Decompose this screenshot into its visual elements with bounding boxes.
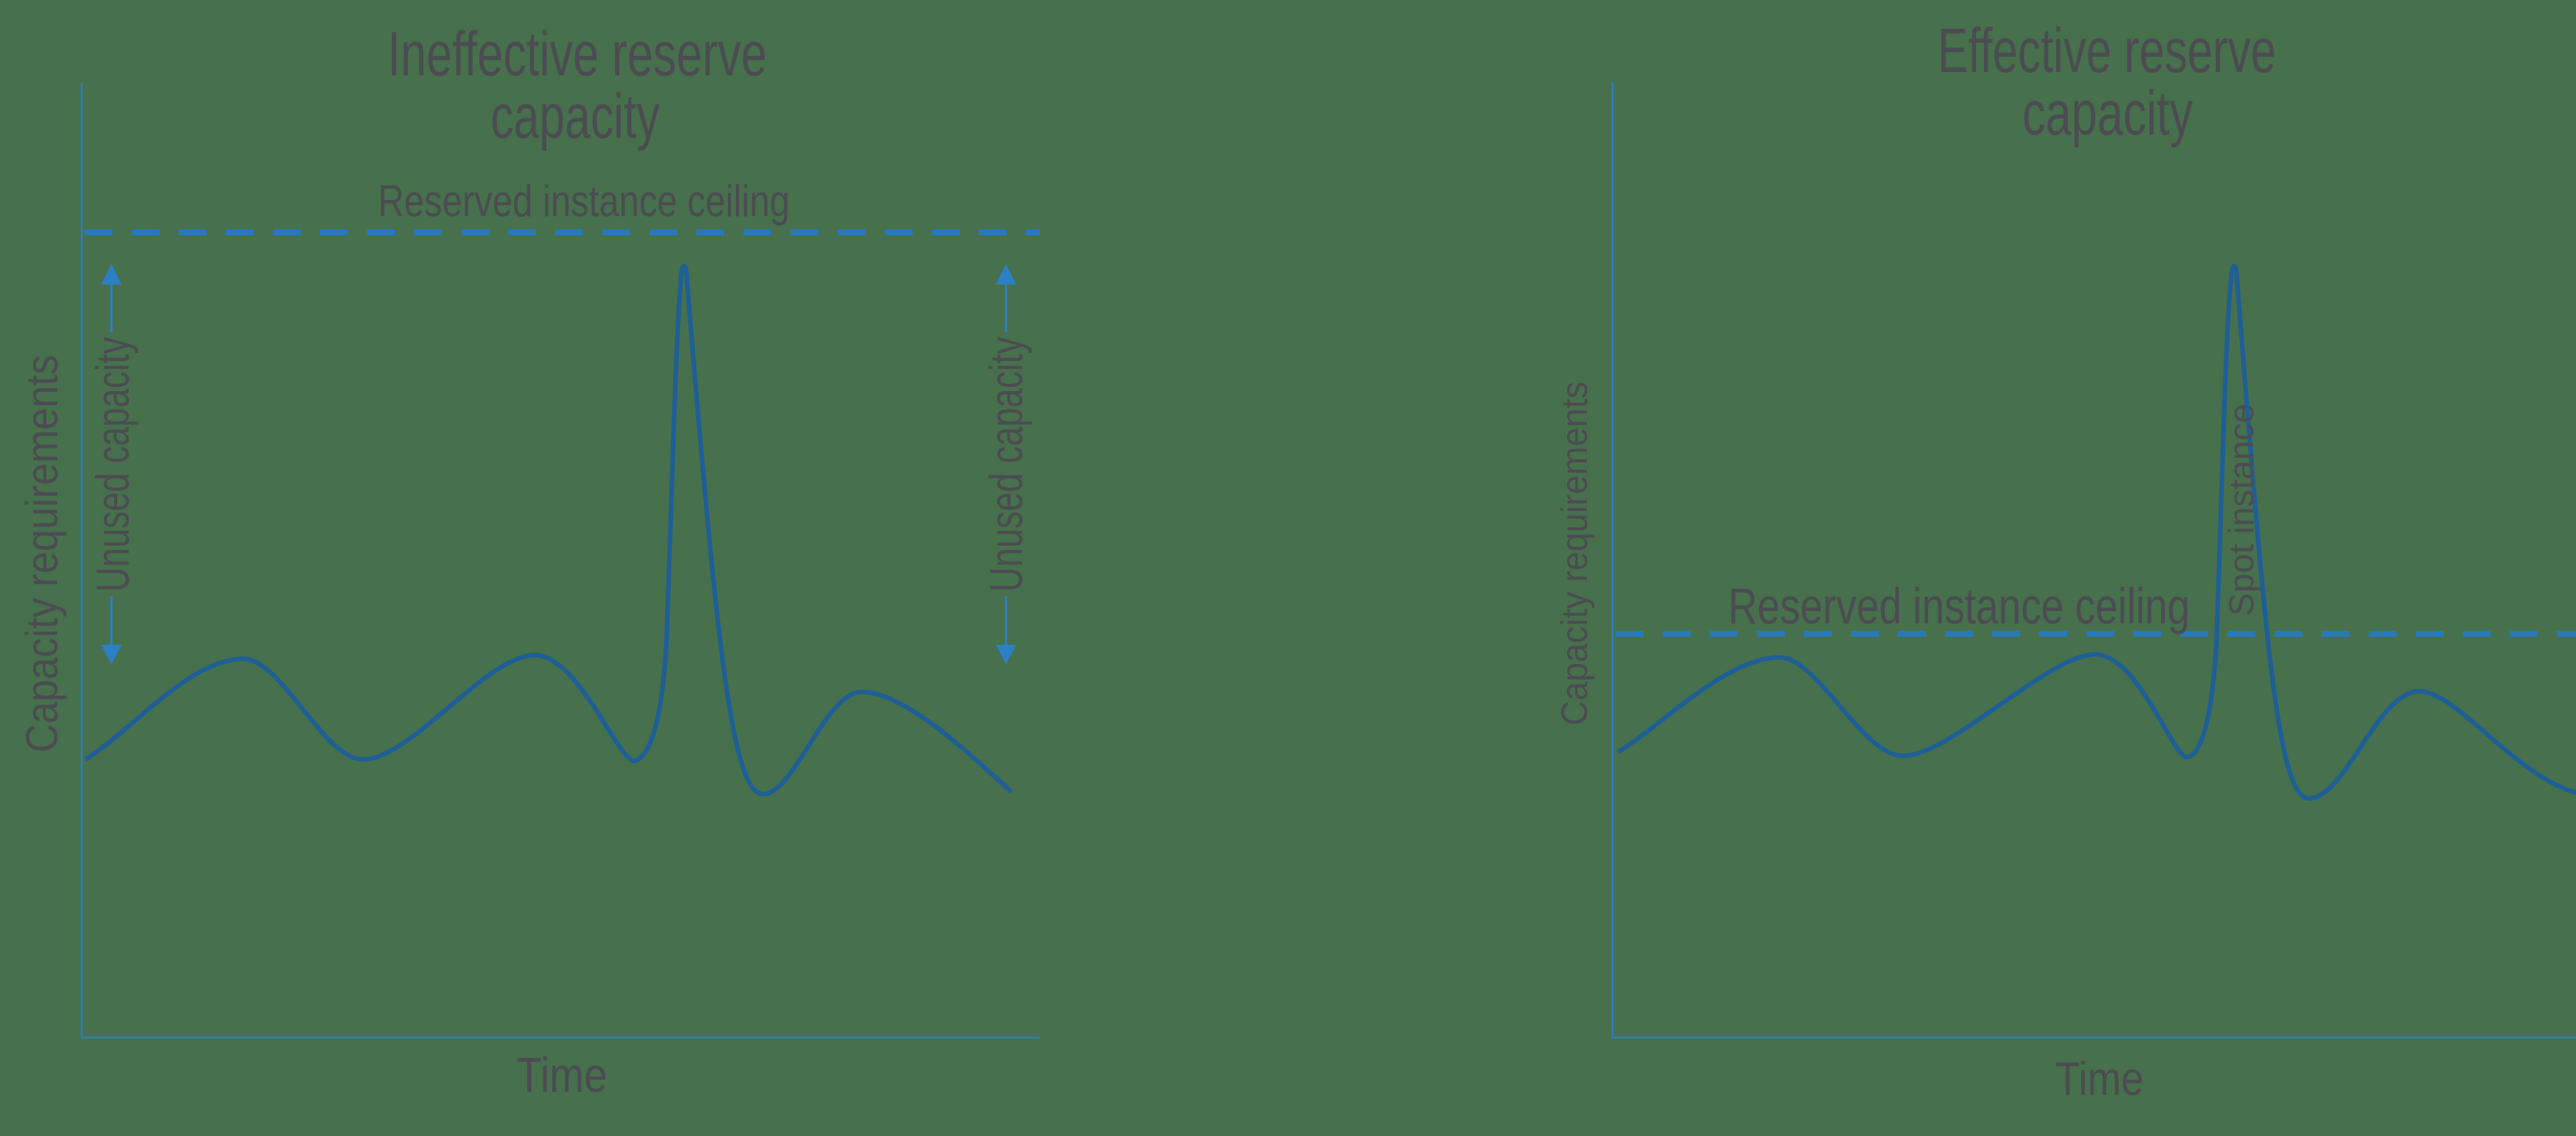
svg-text:Reserved instance ceiling: Reserved instance ceiling [378, 176, 790, 226]
svg-text:Capacity requirements: Capacity requirements [17, 355, 67, 753]
svg-text:Ineffective reserve: Ineffective reserve [388, 20, 767, 90]
svg-text:Effective reserve: Effective reserve [1938, 16, 2276, 86]
svg-text:Unused capacity: Unused capacity [981, 337, 1032, 592]
svg-text:capacity: capacity [2022, 79, 2193, 149]
svg-text:Unused capacity: Unused capacity [88, 337, 139, 592]
svg-text:Spot instance: Spot instance [2222, 404, 2261, 616]
svg-text:Time: Time [2055, 1052, 2144, 1105]
svg-text:Time: Time [517, 1048, 607, 1103]
svg-text:capacity: capacity [490, 82, 660, 152]
svg-text:Reserved instance ceiling: Reserved instance ceiling [1728, 578, 2190, 635]
svg-text:Capacity requirements: Capacity requirements [1554, 382, 1595, 726]
